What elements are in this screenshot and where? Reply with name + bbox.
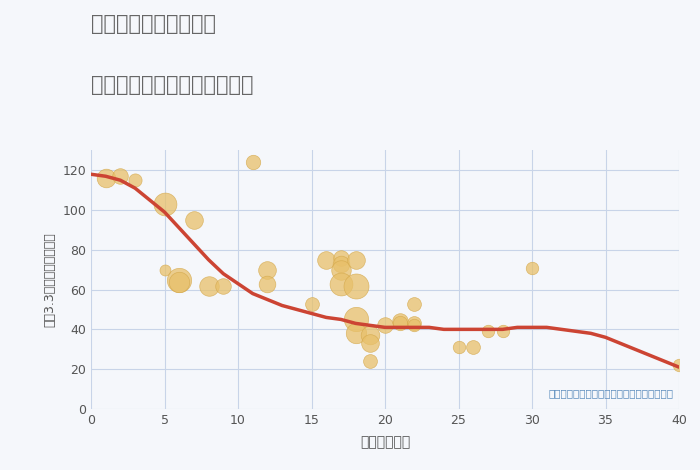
Point: [159, 200, 170, 208]
Point: [350, 256, 361, 264]
Point: [174, 278, 185, 285]
Point: [159, 266, 170, 274]
Point: [350, 316, 361, 323]
Point: [262, 280, 273, 287]
X-axis label: 築年数（年）: 築年数（年）: [360, 435, 410, 449]
Text: 円の大きさは、取引のあった物件面積を示す: 円の大きさは、取引のあった物件面積を示す: [548, 389, 673, 399]
Point: [130, 176, 141, 184]
Point: [468, 344, 479, 351]
Point: [335, 254, 346, 261]
Point: [203, 282, 214, 290]
Point: [350, 282, 361, 290]
Point: [365, 339, 376, 347]
Point: [394, 318, 405, 325]
Point: [350, 329, 361, 337]
Point: [115, 172, 126, 180]
Point: [335, 280, 346, 287]
Point: [306, 300, 317, 307]
Point: [188, 216, 199, 224]
Point: [673, 361, 685, 369]
Text: 築年数別中古マンション価格: 築年数別中古マンション価格: [91, 75, 253, 95]
Point: [262, 266, 273, 274]
Point: [218, 282, 229, 290]
Point: [247, 158, 258, 166]
Point: [335, 266, 346, 274]
Point: [321, 256, 332, 264]
Point: [174, 276, 185, 283]
Text: 兵庫県姫路市井ノ口の: 兵庫県姫路市井ノ口の: [91, 14, 216, 34]
Point: [453, 344, 464, 351]
Point: [409, 321, 420, 329]
Point: [526, 264, 538, 272]
Point: [394, 320, 405, 327]
Point: [365, 331, 376, 339]
Point: [409, 320, 420, 327]
Point: [497, 328, 508, 335]
Point: [379, 321, 391, 329]
Point: [365, 357, 376, 365]
Point: [100, 174, 111, 182]
Point: [335, 260, 346, 267]
Point: [482, 328, 493, 335]
Point: [409, 300, 420, 307]
Y-axis label: 坪（3.3㎡）単価（万円）: 坪（3.3㎡）単価（万円）: [43, 232, 57, 327]
